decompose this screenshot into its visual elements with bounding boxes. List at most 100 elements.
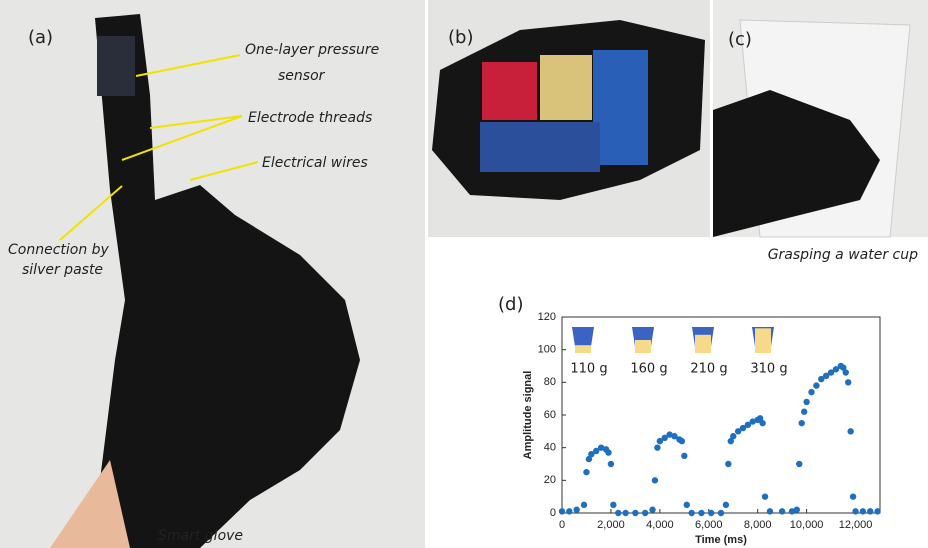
data-point (597, 444, 605, 451)
data-point (558, 508, 566, 515)
cup-water (755, 328, 771, 353)
caption: Smart glove (158, 528, 243, 544)
data-point (722, 501, 730, 509)
data-point (641, 509, 649, 517)
data-point (827, 369, 835, 376)
data-point (678, 437, 686, 445)
data-point (822, 372, 830, 379)
x-tick-label: 4,000 (646, 519, 674, 531)
data-point (849, 493, 857, 500)
data-point (615, 509, 622, 517)
data-point (798, 419, 805, 427)
data-point (708, 509, 715, 517)
callout: Connection by (8, 242, 110, 258)
data-point (610, 501, 617, 509)
data-point (845, 379, 852, 386)
cup-water (575, 345, 591, 353)
data-point (583, 468, 590, 476)
x-axis-label: Time (ms) (695, 534, 747, 546)
data-point (656, 437, 664, 445)
data-point (832, 366, 840, 373)
data-point (852, 508, 859, 515)
y-tick-label: 60 (544, 409, 556, 421)
wrist (50, 460, 130, 548)
callout: One-layer pressure (245, 42, 379, 58)
plot-frame (561, 316, 881, 514)
x-tick-label: 6,000 (695, 519, 723, 531)
data-point (796, 460, 803, 468)
data-point (725, 460, 732, 468)
annotation: 310 g (750, 362, 787, 377)
data-point (793, 506, 801, 513)
data-point (800, 408, 808, 415)
x-tick-label: 10,000 (790, 519, 824, 531)
data-point (671, 433, 678, 440)
sensor (97, 36, 135, 96)
x-tick-label: 8,000 (744, 519, 772, 531)
data-point (717, 509, 725, 517)
y-tick-label: 40 (544, 442, 556, 454)
callout: sensor (278, 68, 326, 84)
data-point (666, 431, 673, 438)
data-point (688, 509, 695, 517)
data-point (847, 428, 854, 435)
annotation: 110 g (570, 362, 607, 377)
data-point (766, 508, 774, 515)
data-point (727, 437, 734, 445)
battery (540, 55, 592, 120)
data-point (651, 477, 659, 484)
data-point (661, 434, 668, 442)
panel-label: (d) (498, 294, 523, 315)
data-point (734, 428, 742, 435)
arrows (59, 54, 259, 241)
data-point (818, 375, 825, 383)
data-point (698, 509, 705, 517)
panel-label: (b) (448, 27, 473, 48)
x-tick-label: 0 (559, 519, 565, 531)
glove (713, 90, 880, 237)
caption: Grasping a water cup (768, 247, 918, 263)
annotation: 160 g (630, 362, 667, 377)
data-point (808, 388, 815, 396)
data-point (744, 421, 752, 428)
y-tick-label: 0 (550, 507, 556, 519)
y-tick-label: 80 (544, 376, 556, 388)
panel-label: (c) (728, 29, 752, 50)
annotation: 210 g (690, 362, 727, 377)
glove (95, 14, 360, 548)
y-axis-label: Amplitude signal (522, 371, 534, 460)
data-point (585, 455, 593, 463)
callout: Electrode threads (248, 110, 372, 126)
board (480, 122, 600, 172)
data-point (681, 452, 688, 460)
data-point (859, 508, 867, 515)
data-point (593, 447, 600, 455)
data-point (778, 508, 786, 515)
data-point (649, 506, 656, 513)
x-tick-label: 12,000 (839, 519, 873, 531)
data-point (803, 398, 810, 406)
y-tick-label: 100 (538, 344, 556, 356)
cup-water (695, 334, 711, 353)
data-point (874, 508, 881, 515)
data-point (788, 508, 796, 515)
data-point (842, 369, 849, 376)
data-point (761, 493, 769, 500)
data-point (607, 460, 615, 468)
data-point (730, 433, 737, 440)
callout: Electrical wires (262, 155, 368, 171)
data-point (749, 418, 756, 425)
data-point (632, 509, 639, 517)
data-point (739, 424, 747, 432)
data-point (759, 419, 766, 427)
data-point (605, 449, 612, 456)
data-point (566, 508, 573, 515)
cup-water (635, 340, 651, 353)
panel-label: (a) (28, 27, 53, 48)
board (482, 62, 537, 120)
data-point (622, 509, 629, 517)
x-tick-label: 2,000 (597, 519, 625, 531)
data-point (588, 451, 595, 458)
